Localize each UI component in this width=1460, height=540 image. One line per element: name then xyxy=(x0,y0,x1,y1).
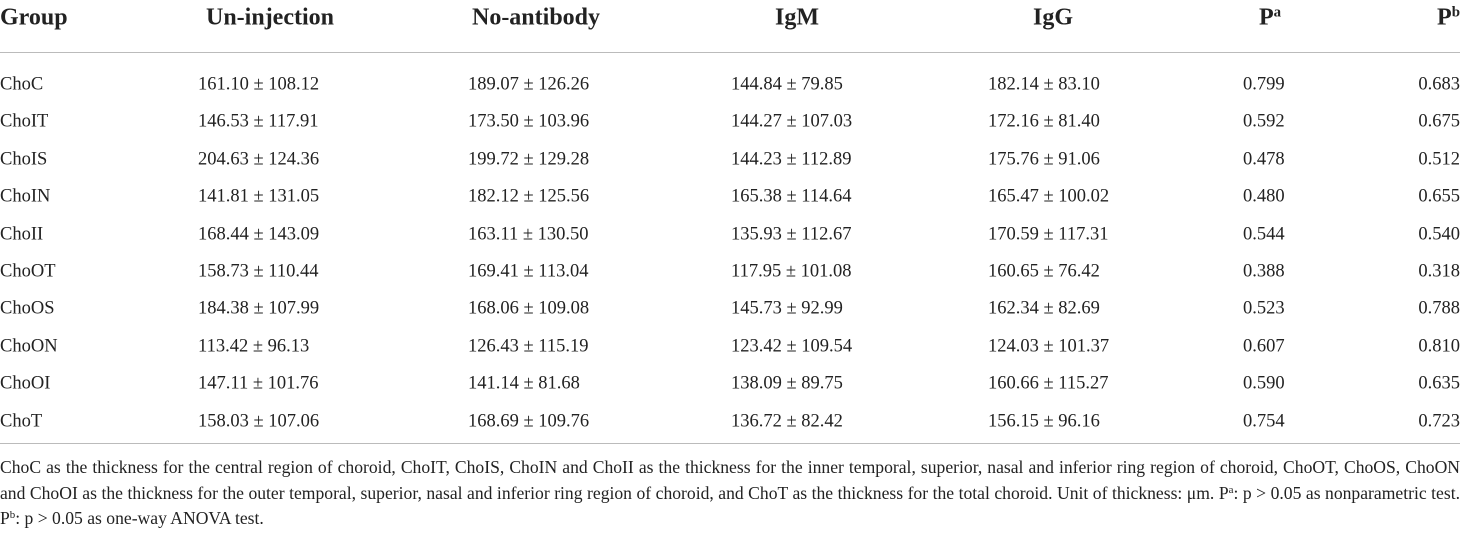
data-cell: 0.723 xyxy=(1418,411,1460,432)
note-sup: a xyxy=(1228,483,1234,496)
footnote-note: Pa: p > 0.05 as nonparametric test. xyxy=(1219,483,1460,503)
data-cell: 165.47 ± 100.02 xyxy=(988,186,1110,207)
note-sup: b xyxy=(9,509,16,521)
data-cell: 160.65 ± 76.42 xyxy=(988,261,1100,282)
footnote-text: ChoC as the thickness for the central re… xyxy=(0,457,1460,503)
data-cell: 138.09 ± 89.75 xyxy=(731,373,843,394)
row-label: ChoIT xyxy=(0,111,49,132)
bottom-rule xyxy=(0,443,1460,444)
data-cell: 0.754 xyxy=(1243,411,1285,432)
data-cell: 0.523 xyxy=(1243,298,1285,319)
note-symbol: P xyxy=(1218,482,1229,503)
note-text: : p > 0.05 as one-way ANOVA test. xyxy=(15,508,264,528)
data-cell: 165.38 ± 114.64 xyxy=(731,186,852,207)
data-cell: 0.799 xyxy=(1243,74,1285,95)
data-cell: 0.512 xyxy=(1418,149,1460,170)
data-cell: 168.44 ± 143.09 xyxy=(198,224,320,245)
data-cell: 0.590 xyxy=(1243,373,1285,394)
data-cell: 144.23 ± 112.89 xyxy=(731,149,852,170)
header-text: P xyxy=(1437,4,1452,31)
header-sup: a xyxy=(1273,4,1282,21)
header-sup: b xyxy=(1451,4,1460,21)
data-cell: 0.810 xyxy=(1418,336,1460,357)
data-cell: 0.635 xyxy=(1418,373,1460,394)
footnote: ChoC as the thickness for the central re… xyxy=(0,455,1460,532)
data-cell: 0.592 xyxy=(1243,111,1285,132)
data-cell: 0.478 xyxy=(1243,149,1285,170)
data-cell: 161.10 ± 108.12 xyxy=(198,74,320,95)
data-cell: 168.69 ± 109.76 xyxy=(468,411,590,432)
row-label: ChoII xyxy=(0,224,44,245)
data-cell: 135.93 ± 112.67 xyxy=(731,224,852,245)
note-symbol: P xyxy=(0,508,10,528)
data-cell: 189.07 ± 126.26 xyxy=(468,74,590,95)
header-cell: Pb xyxy=(1437,5,1460,32)
data-cell: 0.683 xyxy=(1418,74,1460,95)
data-cell: 173.50 ± 103.96 xyxy=(468,111,590,132)
row-label: ChoT xyxy=(0,411,43,432)
data-cell: 117.95 ± 101.08 xyxy=(731,261,852,282)
row-label: ChoIN xyxy=(0,186,51,207)
data-cell: 0.675 xyxy=(1418,111,1460,132)
data-cell: 147.11 ± 101.76 xyxy=(198,373,319,394)
row-label: ChoOI xyxy=(0,373,51,394)
data-cell: 204.63 ± 124.36 xyxy=(198,149,320,170)
data-cell: 0.540 xyxy=(1418,224,1460,245)
data-cell: 0.788 xyxy=(1418,298,1460,319)
row-label: ChoC xyxy=(0,74,44,95)
data-cell: 162.34 ± 82.69 xyxy=(988,298,1100,319)
data-cell: 158.03 ± 107.06 xyxy=(198,411,320,432)
data-cell: 168.06 ± 109.08 xyxy=(468,298,590,319)
data-cell: 136.72 ± 82.42 xyxy=(731,411,843,432)
data-cell: 163.11 ± 130.50 xyxy=(468,224,589,245)
header-rule xyxy=(0,52,1460,53)
data-cell: 141.81 ± 131.05 xyxy=(198,186,320,207)
data-cell: 113.42 ± 96.13 xyxy=(198,336,310,357)
header-cell: IgM xyxy=(775,4,819,31)
data-cell: 156.15 ± 96.16 xyxy=(988,411,1100,432)
note-text: : p > 0.05 as nonparametric test. xyxy=(1233,482,1460,503)
data-cell: 0.318 xyxy=(1418,261,1460,282)
data-cell: 144.27 ± 107.03 xyxy=(731,111,853,132)
data-cell: 126.43 ± 115.19 xyxy=(468,336,589,357)
data-cell: 199.72 ± 129.28 xyxy=(468,149,590,170)
data-cell: 172.16 ± 81.40 xyxy=(988,111,1100,132)
data-cell: 184.38 ± 107.99 xyxy=(198,298,320,319)
data-cell: 146.53 ± 117.91 xyxy=(198,111,319,132)
data-cell: 0.480 xyxy=(1243,186,1285,207)
footnote-note: Pb: p > 0.05 as one-way ANOVA test. xyxy=(0,508,264,528)
data-cell: 144.84 ± 79.85 xyxy=(731,74,843,95)
data-cell: 141.14 ± 81.68 xyxy=(468,373,580,394)
data-cell: 170.59 ± 117.31 xyxy=(988,224,1109,245)
data-cell: 0.655 xyxy=(1418,186,1460,207)
data-cell: 182.12 ± 125.56 xyxy=(468,186,590,207)
header-cell: Group xyxy=(0,4,68,31)
header-cell: No-antibody xyxy=(471,4,601,31)
data-cell: 169.41 ± 113.04 xyxy=(468,261,589,282)
row-label: ChoOT xyxy=(0,261,56,282)
header-cell: Pa xyxy=(1259,5,1281,32)
data-cell: 160.66 ± 115.27 xyxy=(988,373,1109,394)
data-cell: 175.76 ± 91.06 xyxy=(988,149,1100,170)
data-cell: 0.607 xyxy=(1243,336,1285,357)
data-cell: 158.73 ± 110.44 xyxy=(198,261,319,282)
data-cell: 124.03 ± 101.37 xyxy=(988,336,1110,357)
data-cell: 123.42 ± 109.54 xyxy=(731,336,853,357)
data-cell: 0.388 xyxy=(1243,261,1285,282)
row-label: ChoOS xyxy=(0,298,55,319)
data-cell: 0.544 xyxy=(1243,224,1285,245)
header-text: P xyxy=(1258,4,1274,31)
data-cell: 182.14 ± 83.10 xyxy=(988,74,1100,95)
data-cell: 145.73 ± 92.99 xyxy=(731,298,843,319)
row-label: ChoON xyxy=(0,336,58,357)
header-cell: IgG xyxy=(1032,4,1074,31)
row-label: ChoIS xyxy=(0,149,48,170)
header-cell: Un-injection xyxy=(206,4,334,31)
